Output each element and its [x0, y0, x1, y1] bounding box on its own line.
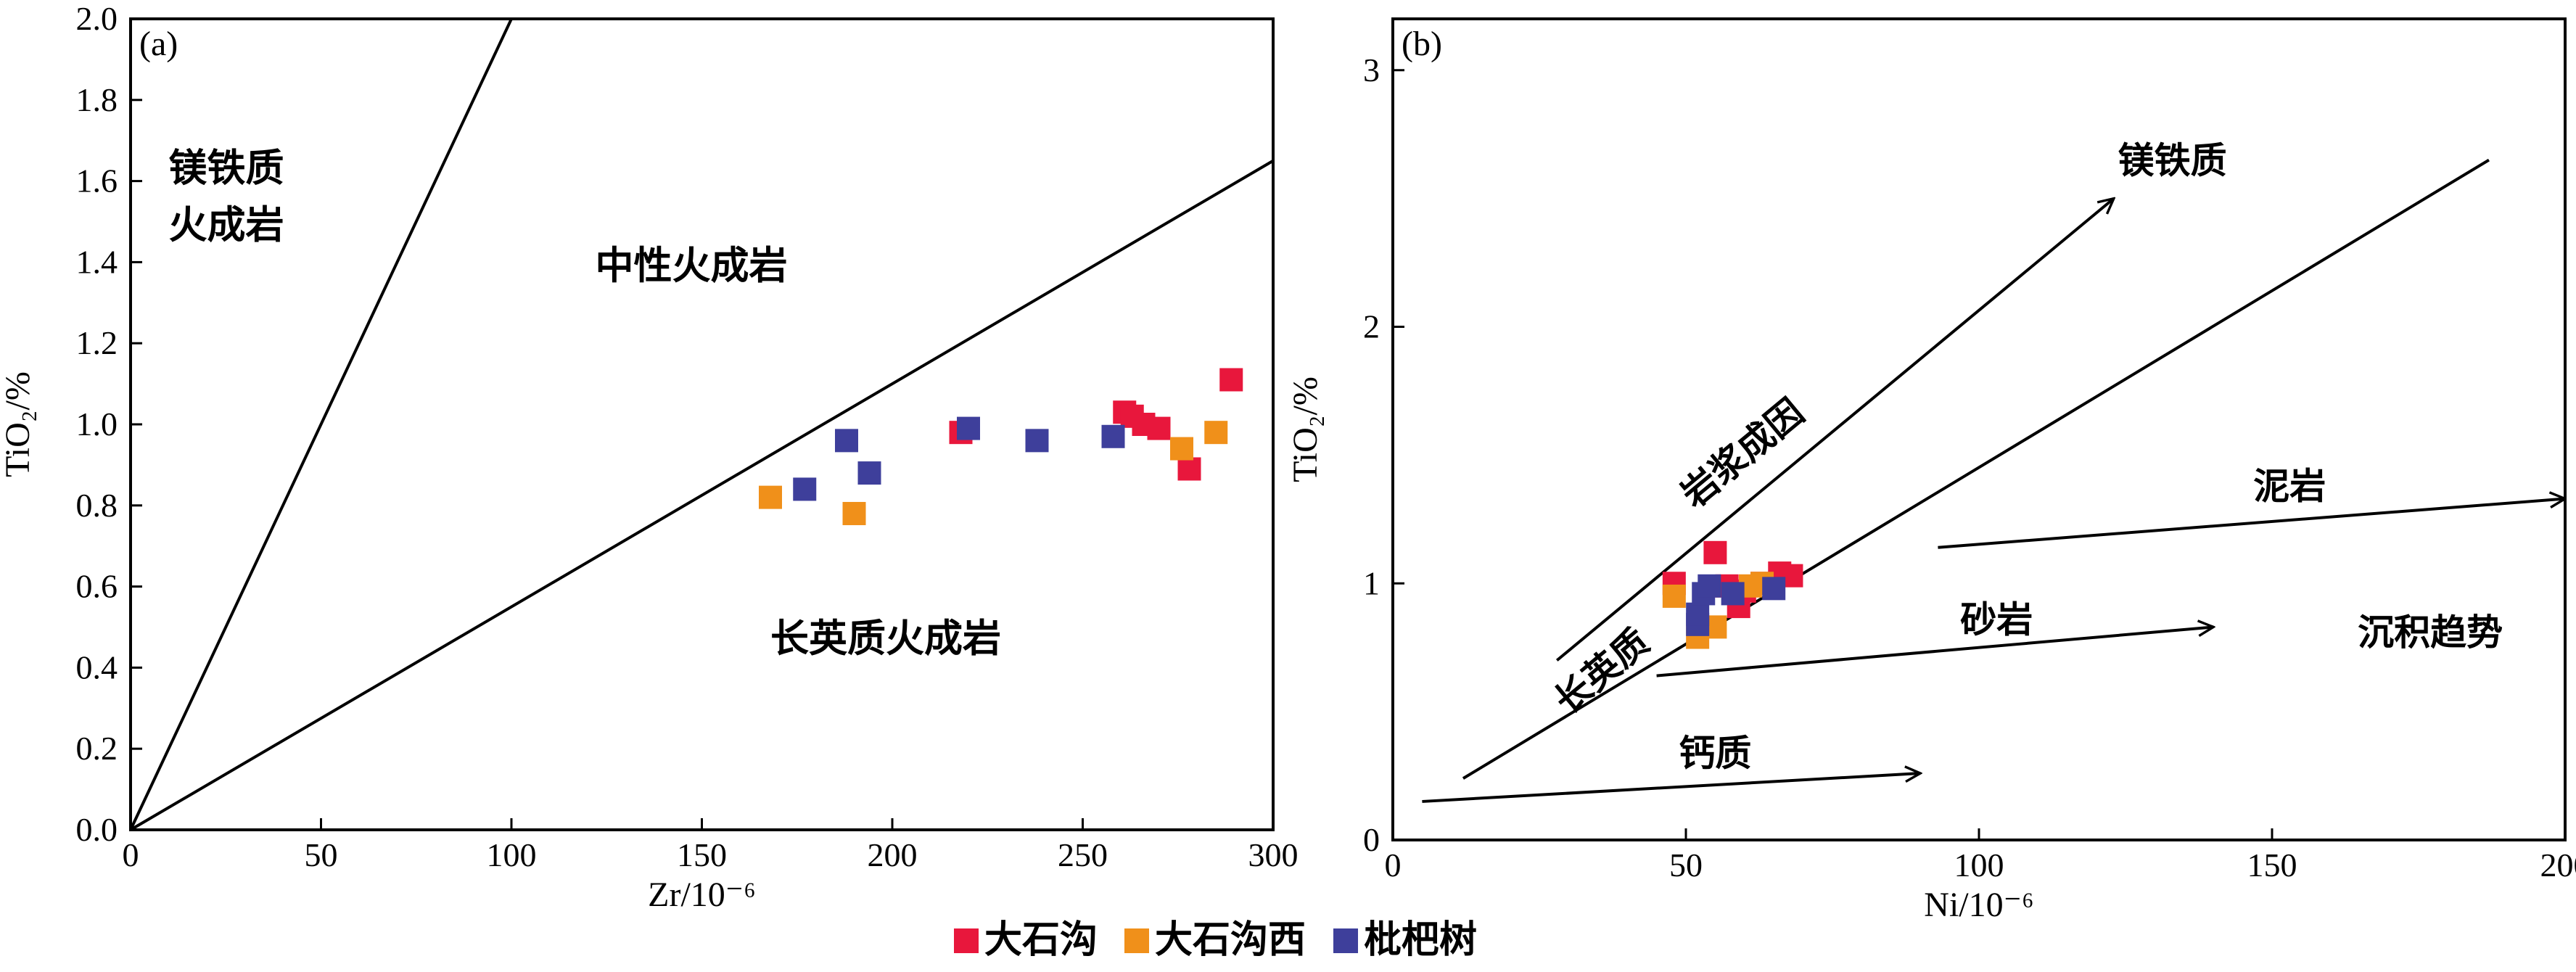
field-label: 中性火成岩	[596, 244, 788, 288]
legend-swatch-orange	[1124, 928, 1149, 953]
y-tick-label: 1	[1363, 564, 1380, 601]
y-axis-label: TiO₂/%	[0, 371, 37, 477]
trend-label: 镁铁质	[2118, 139, 2227, 181]
y-tick-label: 0	[1363, 821, 1380, 858]
data-point-navy	[957, 416, 980, 440]
trend-label: 泥岩	[2253, 466, 2326, 508]
y-axis-label: TiO₂/%	[1286, 376, 1325, 482]
data-point-red	[1177, 457, 1201, 481]
trend-arrow	[1422, 773, 1920, 803]
legend-label: 枇杷树	[1364, 918, 1477, 962]
data-point-orange	[842, 501, 866, 525]
y-tick-label: 2.0	[76, 0, 118, 37]
data-point-orange	[1662, 584, 1686, 608]
x-tick-label: 300	[1248, 836, 1299, 873]
series-red	[949, 368, 1243, 481]
trend-label: 沉积趋势	[2358, 611, 2503, 654]
field-boundary-line	[131, 159, 1273, 830]
data-point-red	[1219, 368, 1243, 392]
data-point-orange	[1170, 437, 1193, 461]
trend-line	[1462, 158, 2490, 780]
y-tick-label: 3	[1363, 52, 1380, 88]
trend-arrow	[1938, 499, 2565, 549]
plot-frame	[129, 17, 1275, 831]
y-tick-label: 1.6	[76, 162, 118, 199]
y-tick-label: 1.4	[76, 243, 118, 280]
field-label: 长英质火成岩	[770, 617, 1001, 661]
legend-label: 大石沟西	[1155, 918, 1306, 962]
y-tick-label: 0.0	[76, 811, 118, 848]
x-tick-label: 0	[123, 836, 139, 873]
trend-label: 岩浆成因	[1674, 391, 1812, 516]
trend-label: 砂岩	[1960, 598, 2033, 641]
series-navy	[1686, 574, 1786, 636]
x-tick-label: 100	[1954, 847, 2004, 884]
panel-tag: (b)	[1402, 25, 1442, 63]
x-tick-label: 0	[1385, 847, 1402, 884]
y-tick-label: 0.8	[76, 487, 118, 524]
trend-arrow	[1656, 627, 2214, 677]
data-point-orange	[759, 485, 782, 509]
data-point-navy	[835, 429, 858, 453]
data-point-navy	[793, 477, 817, 501]
y-tick-label: 1.2	[76, 324, 118, 361]
y-tick-label: 1.8	[76, 81, 118, 118]
x-tick-label: 200	[2540, 847, 2576, 884]
x-tick-label: 50	[1669, 847, 1703, 884]
field-boundary-line	[131, 19, 513, 830]
field-label: 镁铁质	[169, 147, 284, 191]
legend: 大石沟 大石沟西 枇杷树	[954, 918, 1477, 962]
data-point-navy	[1698, 574, 1721, 598]
panel-b-ni-vs-tio2: 0501001502000123Ni/10⁻⁶TiO₂/%(b)镁铁质岩浆成因长…	[1286, 17, 2576, 924]
x-tick-label: 200	[868, 836, 918, 873]
legend-swatch-navy	[1333, 928, 1358, 953]
legend-swatch-red	[954, 928, 979, 953]
y-tick-label: 0.2	[76, 730, 118, 767]
data-point-red	[1147, 416, 1171, 440]
x-axis-label: Zr/10⁻⁶	[648, 876, 756, 914]
series-navy	[793, 416, 1125, 501]
x-tick-label: 150	[677, 836, 727, 873]
trend-label: 钙质	[1679, 732, 1751, 774]
data-point-navy	[1721, 582, 1745, 606]
y-tick-label: 1.0	[76, 405, 118, 442]
panel-tag: (a)	[139, 25, 178, 63]
data-point-navy	[1025, 429, 1049, 453]
x-axis-label: Ni/10⁻⁶	[1924, 886, 2033, 924]
data-point-navy	[1762, 577, 1786, 601]
trend-arrow	[1555, 199, 2114, 662]
y-tick-label: 0.6	[76, 568, 118, 605]
y-tick-label: 2	[1363, 308, 1380, 345]
field-label: 火成岩	[169, 203, 284, 247]
data-point-red	[1703, 540, 1727, 564]
legend-label: 大石沟	[984, 918, 1098, 962]
x-tick-label: 150	[2247, 847, 2297, 884]
series-orange	[759, 421, 1228, 525]
field-lines	[131, 19, 1273, 830]
data-point-navy	[1101, 424, 1125, 448]
y-tick-label: 0.4	[76, 648, 118, 685]
panel-a-zr-vs-tio2: 0 50 100 150 200 250 300 0.0 0.2 0.4 0.6 0.8 1.0 1.2 1…	[0, 0, 1299, 914]
x-tick-label: 250	[1058, 836, 1108, 873]
field-lines	[1422, 158, 2565, 803]
data-point-navy	[857, 461, 881, 485]
data-point-navy	[1686, 602, 1710, 626]
data-point-orange	[1204, 421, 1228, 445]
x-tick-label: 100	[487, 836, 537, 873]
x-tick-label: 50	[305, 836, 338, 873]
